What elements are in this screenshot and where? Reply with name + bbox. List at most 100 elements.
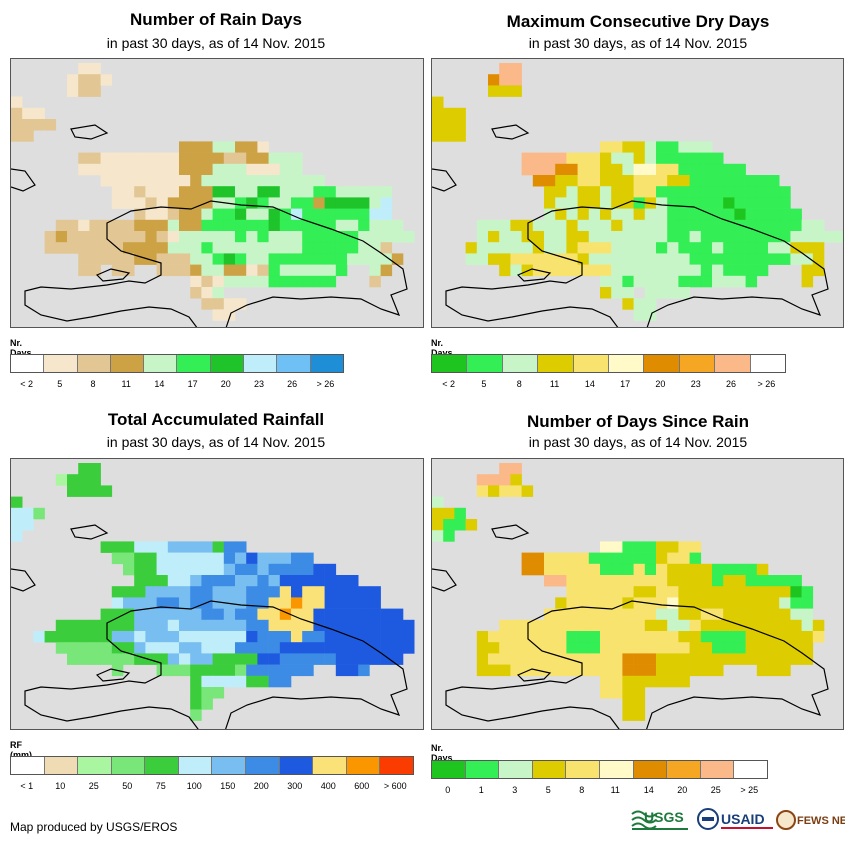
grid-cell xyxy=(201,619,213,632)
grid-cell xyxy=(190,163,202,176)
grid-cell xyxy=(123,186,135,198)
grid-cell xyxy=(134,253,146,265)
grid-cell xyxy=(335,208,348,221)
grid-cell xyxy=(145,619,157,632)
legend-swatch xyxy=(715,355,751,372)
grid-cell xyxy=(779,575,791,587)
grid-cell xyxy=(167,231,180,243)
grid-cell xyxy=(544,608,556,621)
grid-cell xyxy=(201,141,213,153)
grid-cell xyxy=(347,653,359,665)
grid-cell xyxy=(291,275,303,288)
grid-cell xyxy=(358,664,370,677)
grid-cell xyxy=(100,642,113,654)
grid-cell xyxy=(201,653,213,665)
grid-cell xyxy=(279,642,292,654)
grid-cell xyxy=(212,141,225,153)
grid-cell xyxy=(633,253,646,265)
grid-cell xyxy=(201,287,213,299)
grid-cell xyxy=(335,619,348,632)
grid-cell xyxy=(734,608,746,621)
grid-cell xyxy=(223,541,236,553)
grid-cell xyxy=(790,231,802,243)
map-total-rainfall[interactable] xyxy=(10,458,424,730)
grid-cell xyxy=(201,219,213,232)
grid-cell xyxy=(347,642,359,654)
map-rain-days[interactable] xyxy=(10,58,424,328)
legend-swatch xyxy=(277,355,311,372)
grid-cell xyxy=(667,163,679,176)
grid-cell xyxy=(812,619,825,632)
grid-cell xyxy=(633,242,646,254)
grid-cell xyxy=(212,653,225,665)
coastline-outline xyxy=(432,124,829,327)
grid-cell xyxy=(521,253,534,265)
grid-cell xyxy=(745,186,758,198)
grid-cell xyxy=(779,231,791,243)
grid-cell xyxy=(145,186,157,198)
grid-cell xyxy=(380,208,393,221)
panel-title: Number of Days Since Rain xyxy=(526,412,749,431)
grid-cell xyxy=(302,563,314,576)
grid-cell xyxy=(689,152,702,165)
grid-cell xyxy=(768,597,780,609)
grid-cell xyxy=(577,575,590,587)
grid-cell xyxy=(521,242,534,254)
map-dry-days[interactable] xyxy=(431,58,844,328)
grid-cell xyxy=(678,631,690,643)
legend-tick-label: < 2 xyxy=(442,379,456,389)
grid-cell xyxy=(768,653,780,665)
grid-cell xyxy=(167,242,180,254)
grid-cell xyxy=(476,219,489,232)
usaid-logo: USAID xyxy=(697,808,773,830)
grid-cell xyxy=(689,552,702,565)
grid-cell xyxy=(212,242,225,254)
grid-cell xyxy=(656,163,668,176)
legend-tick-label: 1 xyxy=(478,785,484,795)
grid-cell xyxy=(656,197,668,209)
grid-cell xyxy=(212,687,225,699)
grid-cell xyxy=(78,85,90,97)
grid-cell xyxy=(111,163,124,176)
grid-cell xyxy=(358,597,370,609)
grid-cell xyxy=(577,653,590,665)
grid-cell xyxy=(223,231,236,243)
grid-cell xyxy=(488,219,500,232)
legend-swatch xyxy=(77,355,111,372)
grid-cell xyxy=(246,275,258,288)
grid-cell xyxy=(11,107,23,120)
grid-cell xyxy=(11,496,23,509)
grid-cell xyxy=(577,253,590,265)
grid-cell xyxy=(369,631,381,643)
map-days-since-rain[interactable] xyxy=(431,458,844,730)
grid-cell xyxy=(167,264,180,277)
grid-cell xyxy=(190,287,202,299)
grid-cell xyxy=(745,275,758,288)
fewsnet-logo: FEWS NET xyxy=(776,810,854,830)
grid-cell xyxy=(611,231,623,243)
grid-cell xyxy=(499,242,511,254)
grid-cell xyxy=(223,208,236,221)
grid-cell xyxy=(544,242,556,254)
legend-tick-label: 23 xyxy=(690,379,701,389)
grid-cell xyxy=(768,664,780,677)
grid-cell xyxy=(510,85,522,97)
grid-cell xyxy=(268,552,281,565)
grid-cell xyxy=(812,253,825,265)
grid-cell xyxy=(156,208,169,221)
grid-cell xyxy=(499,85,511,97)
legend-swatch xyxy=(700,761,735,778)
legend-swatch xyxy=(499,761,533,778)
legend-swatch xyxy=(44,355,78,372)
grid-cell xyxy=(201,552,213,565)
grid-cell xyxy=(279,675,292,688)
grid-cell xyxy=(633,575,646,587)
grid-cell xyxy=(190,709,202,721)
grid-cell xyxy=(111,231,124,243)
grid-cell xyxy=(633,141,646,153)
grid-cell xyxy=(268,242,281,254)
grid-cell xyxy=(89,631,101,643)
grid-cell xyxy=(712,253,724,265)
grid-cell xyxy=(499,485,511,497)
grid-cell xyxy=(779,253,791,265)
